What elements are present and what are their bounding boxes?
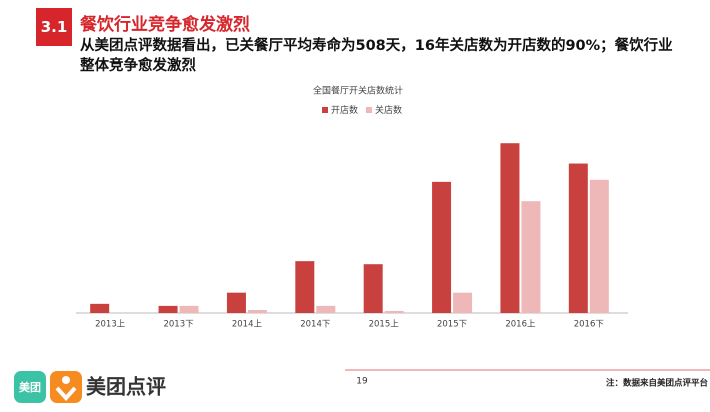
logo-badge: 美团 [19,380,41,394]
x-tick-label: 2015上 [369,320,400,330]
subtitle-line: 从美团点评数据看出，已关餐厅平均寿命为508天，16年关店数为开店数的90%；餐… [80,38,673,54]
x-tick-label: 2015下 [437,320,468,330]
logo-icon [50,371,82,403]
bar [568,163,588,313]
x-tick-label: 2014下 [300,320,331,330]
bar [363,264,383,313]
logo-text: 美团点评 [86,375,166,399]
legend-swatch [322,107,328,113]
chart-title: 全国餐厅开关店数统计 [313,85,403,97]
bar [158,305,178,313]
legend-label: 关店数 [375,104,402,116]
bar [384,310,404,313]
subtitle: 从美团点评数据看出，已关餐厅平均寿命为508天，16年关店数为开店数的90%；餐… [80,36,673,76]
bar [500,143,520,313]
bar [589,179,609,313]
bar [226,292,246,313]
bar [247,309,267,313]
slide-title: 餐饮行业竞争愈发激烈 [80,15,250,35]
bar [90,303,110,313]
bar [179,305,199,313]
bar [453,292,473,313]
x-tick-label: 2014上 [232,320,263,330]
subtitle-line: 整体竞争愈发激烈 [80,58,196,74]
logo-icon-dot [62,376,70,384]
bar [432,181,452,313]
x-tick-label: 2016下 [574,320,605,330]
logo-icon-mark [55,386,77,401]
bar [521,201,541,313]
source-note: 注：数据来自美团点评平台 [606,378,709,389]
x-tick-label: 2016上 [505,320,536,330]
logo-badge-bg [14,371,46,403]
bar [316,305,336,313]
legend-label: 开店数 [331,104,358,116]
x-tick-label: 2013下 [163,320,194,330]
bar [295,261,315,313]
page-number: 19 [356,377,368,387]
legend-swatch [366,107,372,113]
section-badge: 3.1 [36,8,72,46]
x-tick-label: 2013上 [95,320,126,330]
